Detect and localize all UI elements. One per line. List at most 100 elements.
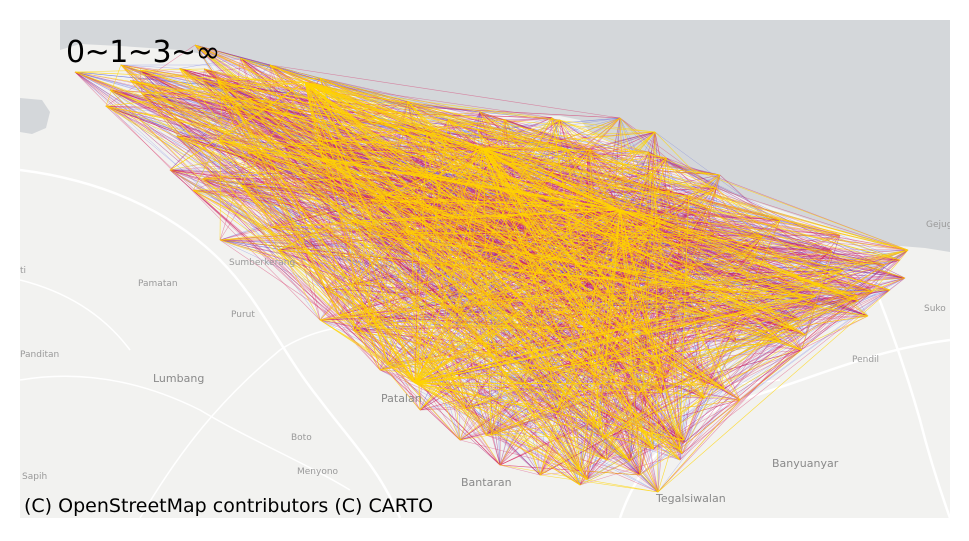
network-edge	[304, 81, 763, 237]
network-edge	[304, 81, 457, 312]
network-edge	[365, 227, 683, 454]
network-edge	[587, 300, 859, 480]
network-edge	[105, 64, 122, 107]
network-edge	[682, 234, 841, 276]
network-edge	[420, 147, 484, 187]
network-edge	[619, 117, 706, 290]
place-label-pamatan: Pamatan	[138, 279, 178, 289]
network-edge	[269, 64, 621, 211]
network-edge	[629, 329, 631, 462]
network-edge	[139, 69, 667, 159]
network-edge	[619, 117, 801, 321]
network-edge	[353, 330, 607, 461]
network-edge	[179, 68, 612, 238]
network-edge	[316, 139, 801, 321]
network-edge	[235, 104, 421, 187]
network-edge	[169, 139, 317, 171]
network-edge	[105, 105, 567, 396]
network-edge	[324, 288, 630, 462]
network-edge	[482, 147, 581, 471]
network-edge	[459, 439, 581, 471]
network-edge	[404, 129, 421, 187]
network-edge	[379, 101, 408, 200]
network-edge	[399, 131, 656, 202]
network-edge	[406, 219, 781, 233]
network-edge	[482, 147, 492, 436]
network-edge	[465, 382, 525, 409]
network-edge	[606, 237, 613, 461]
network-edge	[491, 310, 754, 436]
network-edge	[413, 117, 621, 173]
network-edge	[606, 439, 684, 461]
network-edge	[247, 151, 685, 441]
network-edge	[350, 220, 487, 436]
network-edge	[668, 265, 695, 317]
network-edge	[316, 139, 567, 150]
network-edge	[74, 71, 441, 136]
network-edge	[551, 117, 708, 209]
network-edge	[303, 181, 416, 384]
network-edge	[611, 117, 621, 238]
network-edge	[414, 382, 567, 396]
network-edge	[120, 64, 466, 409]
network-edge	[645, 255, 685, 441]
network-edge	[736, 219, 781, 342]
network-edge	[440, 263, 583, 306]
network-edge	[219, 81, 306, 141]
network-edge	[269, 64, 317, 140]
network-edge	[619, 190, 670, 211]
network-edge	[269, 64, 621, 119]
network-edge	[605, 349, 802, 366]
network-edge	[219, 111, 481, 141]
network-map[interactable]	[20, 20, 950, 518]
network-edge	[543, 272, 802, 351]
network-edge	[179, 68, 319, 152]
network-edge	[799, 249, 909, 321]
road	[20, 168, 402, 518]
network-edge	[247, 151, 873, 292]
place-label-banyuanyar: Banyuanyar	[772, 457, 839, 470]
network-edge	[456, 209, 621, 313]
network-edge	[414, 382, 558, 411]
network-edge	[203, 79, 901, 261]
network-edge	[556, 209, 621, 411]
network-edge	[542, 273, 685, 441]
network-edge	[192, 140, 220, 191]
network-edge	[319, 77, 832, 252]
network-edge	[458, 209, 621, 220]
network-edge	[482, 147, 654, 450]
network-edge	[387, 363, 416, 384]
network-edge	[566, 148, 621, 211]
network-edge	[679, 300, 859, 450]
network-edge	[426, 131, 886, 266]
network-edge	[284, 145, 654, 450]
network-edge	[704, 249, 909, 399]
network-edge	[679, 439, 685, 461]
network-edge	[304, 81, 663, 393]
network-edge	[193, 190, 566, 204]
network-edge	[565, 207, 708, 396]
network-edge	[659, 219, 832, 252]
sea-area	[60, 20, 950, 252]
network-edge	[724, 289, 891, 390]
network-edge	[524, 209, 621, 384]
network-edge	[120, 64, 706, 290]
place-label-ti: ti	[20, 266, 27, 276]
network-edges	[74, 44, 909, 493]
network-edge	[485, 277, 906, 436]
network-edge	[499, 391, 663, 466]
network-edge	[564, 202, 685, 441]
network-edge	[304, 81, 906, 279]
network-edge	[202, 68, 205, 81]
network-edge	[219, 97, 222, 241]
network-edge	[240, 185, 380, 237]
network-edge	[605, 249, 909, 366]
network-edge	[648, 151, 858, 297]
network-edge	[693, 264, 873, 292]
network-edge	[447, 119, 484, 149]
network-edge	[440, 240, 649, 265]
network-edge	[605, 315, 869, 366]
network-edge	[109, 89, 340, 316]
network-edge	[627, 249, 909, 303]
map-frame[interactable]: Gejug Suko Pendil Banyuanyar Tegalsiwala…	[20, 20, 950, 518]
